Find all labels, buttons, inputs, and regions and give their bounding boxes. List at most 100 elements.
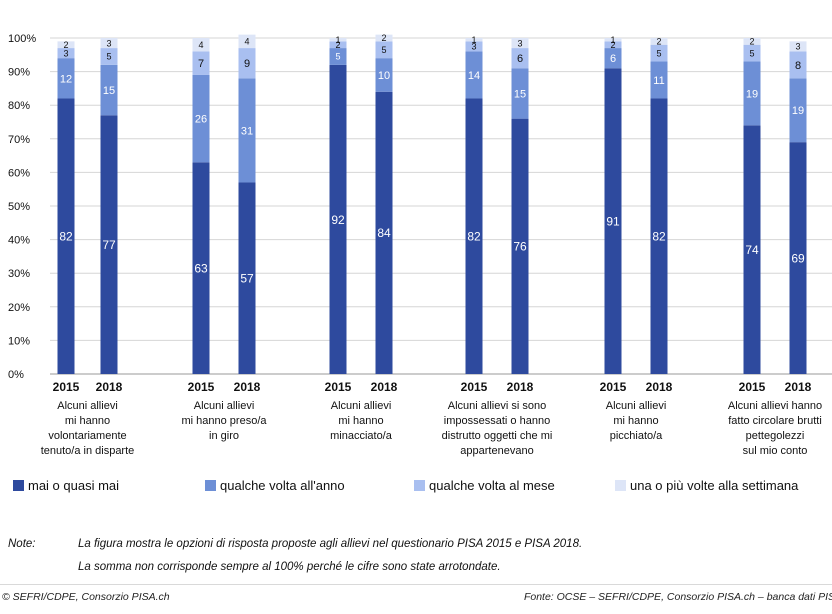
bar-segment <box>100 38 118 49</box>
x-year-label: 2015 <box>325 380 352 394</box>
data-label: 1 <box>610 35 615 45</box>
bar-segment <box>329 41 347 49</box>
category-label: impossessati o hanno <box>444 415 550 427</box>
bar-segment <box>192 38 210 52</box>
category-label: mi hanno <box>338 415 383 427</box>
data-label: 15 <box>514 88 526 100</box>
category-label: sul mio conto <box>743 445 808 457</box>
x-year-label: 2015 <box>461 380 488 394</box>
category-label: Alcuni allievi si sono <box>448 400 546 412</box>
category-label: fatto circolare brutti <box>728 415 822 427</box>
category-label: Alcuni allievi <box>606 400 667 412</box>
bar-segment <box>465 51 483 99</box>
bar-segment <box>238 78 256 183</box>
data-label: 77 <box>102 238 116 252</box>
data-label: 2 <box>63 40 68 50</box>
category-label: mi hanno <box>65 415 110 427</box>
x-year-label: 2018 <box>646 380 673 394</box>
y-tick-label: 50% <box>8 201 30 213</box>
y-tick-label: 10% <box>8 335 30 347</box>
y-tick-label: 80% <box>8 100 30 112</box>
data-label: 82 <box>467 230 481 244</box>
data-label: 5 <box>656 48 661 58</box>
notes-label: Note: <box>8 538 36 550</box>
y-tick-label: 20% <box>8 302 30 314</box>
data-label: 3 <box>106 38 111 48</box>
x-year-label: 2015 <box>188 380 215 394</box>
data-label: 92 <box>331 213 345 227</box>
bar-segment <box>329 64 347 374</box>
bar-segment <box>57 98 75 374</box>
category-label: Alcuni allievi <box>194 400 255 412</box>
data-label: 9 <box>244 58 250 70</box>
data-label: 2 <box>335 40 340 50</box>
footer-source: Fonte: OCSE – SEFRI/CDPE, Consorzio PISA… <box>523 591 832 603</box>
category-label: mi hanno preso/a <box>182 415 268 427</box>
data-label: 11 <box>653 75 664 87</box>
bar-segment <box>743 38 761 45</box>
data-label: 15 <box>103 85 115 97</box>
notes-line-1: La figura mostra le opzioni di risposta … <box>78 538 583 550</box>
category-label: mi hanno <box>613 415 658 427</box>
bar-segment <box>100 115 118 374</box>
legend-label: mai o quasi mai <box>28 478 119 493</box>
bar-segment <box>789 51 807 79</box>
bar-segment <box>604 41 622 49</box>
data-label: 76 <box>513 240 527 254</box>
bar-segment <box>465 41 483 52</box>
data-label: 1 <box>335 35 340 45</box>
data-label: 2 <box>749 37 754 47</box>
category-label: Alcuni allievi <box>57 400 118 412</box>
bar-segment <box>511 118 529 374</box>
bar-segment <box>465 98 483 374</box>
bar-segment <box>604 68 622 375</box>
bar-segment <box>375 58 393 92</box>
data-label: 57 <box>240 272 254 286</box>
data-label: 10 <box>378 70 390 82</box>
data-label: 69 <box>791 251 805 265</box>
bar-segment <box>238 48 256 79</box>
category-label: minacciato/a <box>330 430 393 442</box>
x-year-label: 2015 <box>600 380 627 394</box>
notes-line-2: La somma non corrisponde sempre al 100% … <box>78 561 501 573</box>
category-label: distrutto oggetti che mi <box>442 430 553 442</box>
category-label: volontariamente <box>48 430 126 442</box>
data-label: 26 <box>195 114 207 126</box>
data-label: 2 <box>610 40 615 50</box>
bar-segment <box>57 48 75 59</box>
legend-swatch <box>414 480 425 491</box>
legend-swatch <box>615 480 626 491</box>
bar-segment <box>100 48 118 65</box>
legend-swatch <box>13 480 24 491</box>
bar-segment <box>743 44 761 62</box>
bar-segment <box>192 51 210 75</box>
category-label: in giro <box>209 430 239 442</box>
bar-segment <box>57 58 75 99</box>
data-label: 5 <box>106 52 111 62</box>
bar-segment <box>789 142 807 374</box>
bar-segment <box>238 34 256 49</box>
x-year-label: 2018 <box>234 380 261 394</box>
category-label: tenuto/a in disparte <box>41 445 135 457</box>
data-label: 91 <box>606 214 620 228</box>
bar-segment <box>192 74 210 163</box>
bar-segment <box>789 41 807 52</box>
bar-segment <box>238 182 256 374</box>
y-tick-label: 100% <box>8 33 36 45</box>
category-label: pettegolezzi <box>746 430 805 442</box>
data-label: 84 <box>377 226 391 240</box>
footer-divider <box>0 584 832 585</box>
data-label: 6 <box>517 53 523 65</box>
bar-segment <box>375 91 393 374</box>
data-label: 2 <box>381 33 386 43</box>
data-label: 82 <box>652 230 666 244</box>
bar-segment <box>192 162 210 374</box>
bar-segment <box>743 125 761 374</box>
legend-label: una o più volte alla settimana <box>630 478 799 493</box>
footer-copyright: © SEFRI/CDPE, Consorzio PISA.ch <box>2 591 170 603</box>
bar-segment <box>511 38 529 49</box>
data-label: 3 <box>63 48 68 58</box>
data-label: 14 <box>468 70 480 82</box>
x-year-label: 2015 <box>53 380 80 394</box>
